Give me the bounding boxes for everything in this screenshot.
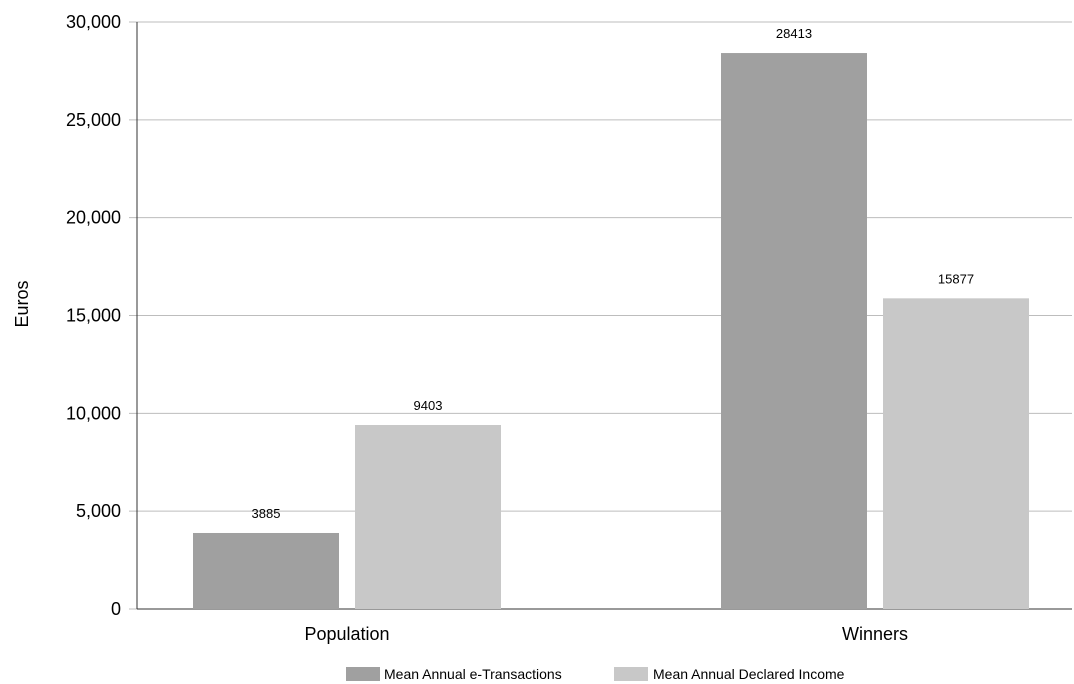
gridlines <box>129 21 1072 610</box>
bar <box>193 532 339 609</box>
legend: Mean Annual e-Transactions Mean Annual De… <box>346 666 845 682</box>
y-tick-label: 15,000 <box>66 306 121 326</box>
y-tick-label: 5,000 <box>76 501 121 521</box>
legend-label: Mean Annual e-Transactions <box>384 666 562 682</box>
y-tick-label: 30,000 <box>66 12 121 32</box>
bar <box>883 298 1029 609</box>
bar <box>721 53 867 609</box>
bars <box>193 53 1029 609</box>
bar <box>355 425 501 609</box>
legend-label: Mean Annual Declared Income <box>653 666 845 682</box>
data-label: 3885 <box>252 506 281 521</box>
y-tick-label: 10,000 <box>66 403 121 423</box>
labels: 0 5,000 10,000 15,000 20,000 25,000 30,000 3885… <box>66 12 974 644</box>
y-axis-title: Euros <box>12 280 32 327</box>
x-category-label: Winners <box>842 624 908 644</box>
legend-swatch <box>346 667 380 681</box>
data-label: 28413 <box>776 26 812 41</box>
y-tick-label: 0 <box>111 599 121 619</box>
x-category-label: Population <box>304 624 389 644</box>
y-tick-label: 25,000 <box>66 110 121 130</box>
legend-swatch <box>614 667 648 681</box>
data-label: 15877 <box>938 271 974 286</box>
y-tick-label: 20,000 <box>66 208 121 228</box>
data-label: 9403 <box>414 398 443 413</box>
